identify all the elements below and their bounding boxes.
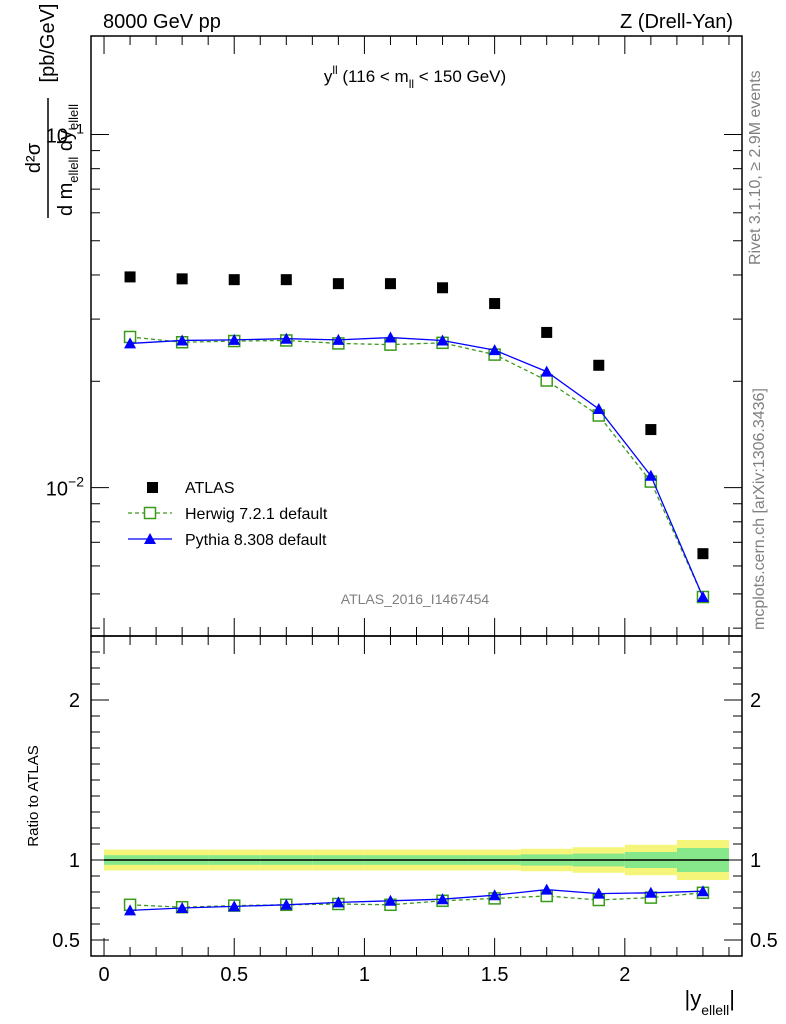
pythia-point — [696, 591, 709, 603]
panel-title-main: y — [324, 67, 333, 86]
pythia-ratio-point — [332, 896, 345, 908]
legend-atlas-marker — [147, 482, 158, 493]
ratio-tick-label-left: 0.5 — [52, 930, 80, 952]
y-label-numerator: d²σ — [23, 142, 45, 173]
atlas-point — [384, 278, 396, 290]
pythia-ratio-point — [540, 883, 553, 895]
pythia-point — [332, 333, 345, 345]
main-panel: 10−210−1 yll (116 < mll < 150 GeV) ATLAS… — [46, 35, 743, 637]
atlas-point — [697, 548, 709, 560]
y-label-den-d2: dy — [55, 130, 77, 157]
rivet-label: Rivet 3.1.10, ≥ 2.9M events — [747, 70, 764, 265]
x-label-main: |y — [685, 986, 702, 1011]
x-label-close: | — [729, 986, 735, 1011]
x-tick-label: 0 — [98, 964, 109, 986]
pythia-ratio-point — [592, 887, 605, 899]
y-tick-exponent: −2 — [68, 474, 84, 490]
ratio-tick-label-right: 1 — [750, 850, 761, 872]
pythia-line — [130, 336, 704, 598]
pythia-point — [436, 334, 449, 346]
pythia-ratio-line — [130, 888, 703, 912]
panel-title-range-sub: ll — [409, 77, 414, 91]
x-tick-label: 0.5 — [220, 964, 248, 986]
atlas-point — [332, 278, 344, 290]
legend: ATLAS Herwig 7.2.1 default Pythia 8.308 … — [128, 480, 328, 549]
pythia-point — [228, 333, 241, 345]
atlas-point — [541, 326, 553, 338]
ratio-band — [104, 840, 729, 880]
pythia-ratio-point — [696, 885, 709, 897]
legend-herwig-label: Herwig 7.2.1 default — [185, 506, 328, 523]
pythia-ratio-point — [436, 893, 449, 905]
x-tick-label: 2 — [619, 964, 630, 986]
herwig-point — [540, 374, 553, 387]
herwig-line — [129, 336, 704, 598]
ratio-panel: 0.5 0.5 1 1 2 2 Ratio to ATLAS — [25, 635, 778, 957]
legend-pythia-label: Pythia 8.308 default — [185, 532, 327, 549]
x-label-sub: ellell — [701, 1002, 729, 1018]
atlas-point — [228, 274, 240, 286]
atlas-point — [124, 271, 136, 283]
analysis-watermark: ATLAS_2016_I1467454 — [341, 591, 490, 607]
atlas-point — [645, 424, 657, 436]
pythia-point — [176, 334, 189, 346]
herwig-ratio-line — [130, 892, 703, 908]
y-axis-label: d²σ d mellell dyellell [pb/GeV] — [23, 4, 81, 218]
ratio-tick-label-left: 2 — [69, 690, 80, 712]
atlas-point — [593, 359, 605, 371]
y-tick-label: 10−2 — [46, 474, 84, 501]
ratio-marks — [123, 883, 710, 916]
header-left: 8000 GeV pp — [103, 11, 221, 33]
y-tick-base: 10 — [46, 479, 68, 501]
main-marks — [123, 271, 710, 604]
y-label-denominator: d mellell dyellell — [55, 104, 81, 216]
atlas-point — [437, 282, 449, 294]
x-tick-labels: 0 0.5 1 1.5 2 — [98, 964, 630, 986]
atlas-point — [176, 273, 188, 285]
pythia-point — [124, 337, 137, 349]
legend-herwig-marker — [143, 506, 157, 520]
y-tick-label: 10−1 — [46, 120, 84, 147]
ratio-tick-label-right: 2 — [750, 690, 761, 712]
pythia-point — [644, 469, 657, 481]
ratio-tick-label-left: 1 — [69, 850, 80, 872]
pythia-point — [384, 331, 397, 343]
atlas-point — [280, 274, 292, 286]
y-label-den-sub2: ellell — [66, 104, 81, 130]
pythia-ratio-point — [280, 898, 293, 910]
x-tick-label: 1 — [359, 964, 370, 986]
ratio-tick-label-right: 0.5 — [750, 930, 778, 952]
panel-title-range-close: < 150 GeV) — [414, 67, 506, 86]
y-label-den-sub1: ellell — [66, 157, 81, 183]
panel-title-range-open: (116 < m — [338, 67, 409, 86]
pythia-ratio-point — [488, 889, 501, 901]
pythia-ratio-point — [228, 900, 241, 912]
legend-pythia-marker — [144, 533, 156, 544]
pythia-point — [592, 402, 605, 414]
main-ticks: 10−210−1 — [46, 36, 742, 636]
ratio-axis-label: Ratio to ATLAS — [25, 745, 42, 846]
x-axis-label: |yellell| — [685, 986, 735, 1018]
mcplots-label: mcplots.cern.ch [arXiv:1306.3436] — [751, 388, 768, 630]
legend-atlas-label: ATLAS — [185, 480, 235, 497]
pythia-ratio-point — [176, 902, 189, 913]
panel-title: yll (116 < mll < 150 GeV) — [324, 63, 506, 91]
y-label-den-d1: d m — [55, 183, 77, 216]
ratio-ticks: 0.5 0.5 1 1 2 2 — [52, 635, 778, 957]
y-tick-exponent: −1 — [68, 120, 84, 136]
pythia-point — [540, 365, 553, 377]
y-label-unit: [pb/GeV] — [37, 4, 59, 83]
x-tick-label: 1.5 — [481, 964, 509, 986]
pythia-ratio-point — [644, 886, 657, 898]
pythia-ratio-point — [124, 904, 137, 916]
atlas-point — [489, 298, 501, 310]
panel-title-sup: ll — [332, 63, 337, 77]
pythia-point — [488, 344, 501, 356]
pythia-ratio-point — [384, 894, 397, 906]
header-right: Z (Drell-Yan) — [620, 11, 733, 33]
pythia-point — [280, 332, 293, 344]
y-tick-base: 10 — [46, 125, 68, 147]
